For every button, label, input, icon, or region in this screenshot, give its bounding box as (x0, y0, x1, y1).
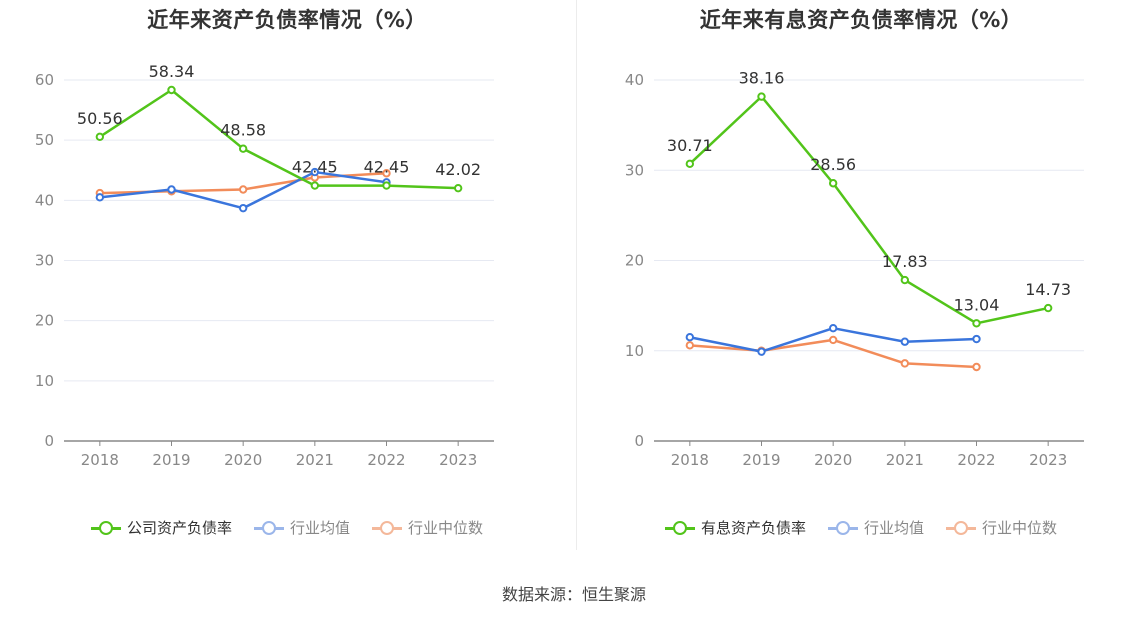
legend-label: 行业中位数 (982, 519, 1058, 537)
panel-divider (576, 0, 577, 550)
data-point (238, 144, 248, 153)
data-label: 38.16 (739, 69, 785, 88)
chart-title: 近年来资产负债率情况（%） (147, 8, 427, 32)
x-tick-label: 2023 (439, 451, 477, 469)
x-tick-label: 2018 (81, 451, 119, 469)
legend-label: 行业中位数 (408, 519, 484, 537)
data-point (453, 183, 463, 193)
series-line (688, 95, 1049, 325)
x-tick-label: 2019 (742, 451, 780, 469)
x-tick-label: 2018 (671, 451, 709, 469)
left-chart-panel: 近年来资产负债率情况（%） 0 10 20 30 40 50 60 2018 2019 2020 2… (0, 0, 574, 560)
data-label: 58.34 (149, 62, 195, 81)
x-tick-label: 2021 (886, 451, 924, 469)
data-point (95, 132, 105, 141)
data-point (900, 337, 910, 346)
legend-line-icon (90, 520, 121, 535)
data-label: 14.73 (1025, 280, 1071, 299)
data-label: 50.56 (77, 109, 123, 128)
y-tick-label: 40 (35, 191, 54, 209)
data-label: 17.83 (882, 252, 928, 271)
legend-label: 公司资产负债率 (126, 519, 232, 537)
chart-legend: 公司资产负债率 行业均值 行业中位数 (0, 517, 574, 538)
data-point (685, 159, 695, 169)
x-tick-label: 2020 (224, 451, 262, 469)
legend-item-company[interactable]: 公司资产负债率 (90, 517, 232, 538)
data-point (382, 169, 391, 178)
x-tick-label: 2022 (367, 451, 405, 469)
y-tick-label: 10 (625, 342, 644, 360)
x-tick-label: 2020 (814, 451, 852, 469)
y-tick-label: 50 (35, 131, 54, 149)
data-label: 42.45 (292, 158, 338, 177)
data-label: 30.71 (667, 136, 713, 155)
data-point (972, 319, 981, 328)
data-point (828, 323, 838, 333)
y-tick-label: 10 (35, 372, 54, 390)
y-tick-label: 30 (35, 252, 54, 270)
data-point (167, 185, 176, 194)
legend-line-icon (946, 520, 976, 535)
legend-item-industry-median[interactable]: 行业中位数 (372, 517, 483, 538)
legend-line-icon (664, 520, 695, 535)
data-point (900, 359, 910, 368)
y-tick-label: 60 (35, 71, 54, 89)
data-point (900, 275, 910, 285)
data-point (310, 167, 320, 177)
data-point (1043, 303, 1053, 313)
interest-debt-ratio-chart: 0 10 20 30 40 2018 2019 2020 2021 2022 2023 30.71 38… (625, 69, 1084, 469)
data-label: 42.02 (435, 160, 481, 179)
data-label: 48.58 (220, 121, 266, 140)
data-point (310, 181, 320, 190)
y-tick-label: 20 (625, 252, 644, 270)
y-tick-label: 40 (625, 71, 644, 89)
legend-line-icon (827, 520, 858, 535)
data-label: 13.04 (954, 295, 1000, 314)
x-tick-label: 2019 (152, 451, 190, 469)
data-point (757, 92, 766, 101)
data-label: 42.45 (364, 158, 410, 177)
data-point (685, 341, 695, 350)
y-tick-label: 0 (634, 432, 644, 450)
legend-item-industry-avg[interactable]: 行业均值 (253, 517, 350, 538)
x-tick-label: 2023 (1029, 451, 1067, 469)
legend-label: 行业均值 (863, 519, 924, 537)
y-tick-label: 0 (44, 432, 54, 450)
data-point (828, 335, 838, 345)
data-point (95, 193, 105, 202)
x-tick-label: 2021 (296, 451, 334, 469)
series-line (99, 88, 459, 190)
right-chart-panel: 近年来有息资产负债率情况（%） 0 10 20 30 40 2018 2019 2020 202… (574, 0, 1148, 560)
data-point (757, 347, 766, 356)
data-point (972, 334, 981, 344)
data-point (167, 85, 176, 95)
data-point (685, 333, 695, 342)
data-point (828, 179, 838, 188)
y-tick-label: 20 (35, 312, 54, 330)
legend-label: 有息资产负债率 (700, 519, 806, 537)
data-source: 数据来源：恒生聚源 (501, 585, 646, 604)
data-label: 28.56 (810, 155, 856, 174)
data-point (238, 185, 248, 194)
data-point (382, 181, 391, 190)
data-point (972, 362, 981, 372)
y-tick-label: 30 (625, 161, 644, 179)
x-tick-label: 2022 (957, 451, 995, 469)
chart-legend: 有息资产负债率 行业均值 行业中位数 (574, 517, 1148, 538)
legend-line-icon (372, 520, 402, 535)
legend-item-industry-median[interactable]: 行业中位数 (946, 517, 1057, 538)
legend-line-icon (253, 520, 284, 535)
legend-item-company[interactable]: 有息资产负债率 (664, 517, 806, 538)
legend-item-industry-avg[interactable]: 行业均值 (827, 517, 924, 538)
data-point (238, 203, 248, 213)
debt-ratio-chart: 0 10 20 30 40 50 60 2018 2019 2020 2021 2022 2023 50.… (35, 62, 494, 469)
legend-label: 行业均值 (289, 519, 350, 537)
chart-title: 近年来有息资产负债率情况（%） (699, 8, 1023, 32)
